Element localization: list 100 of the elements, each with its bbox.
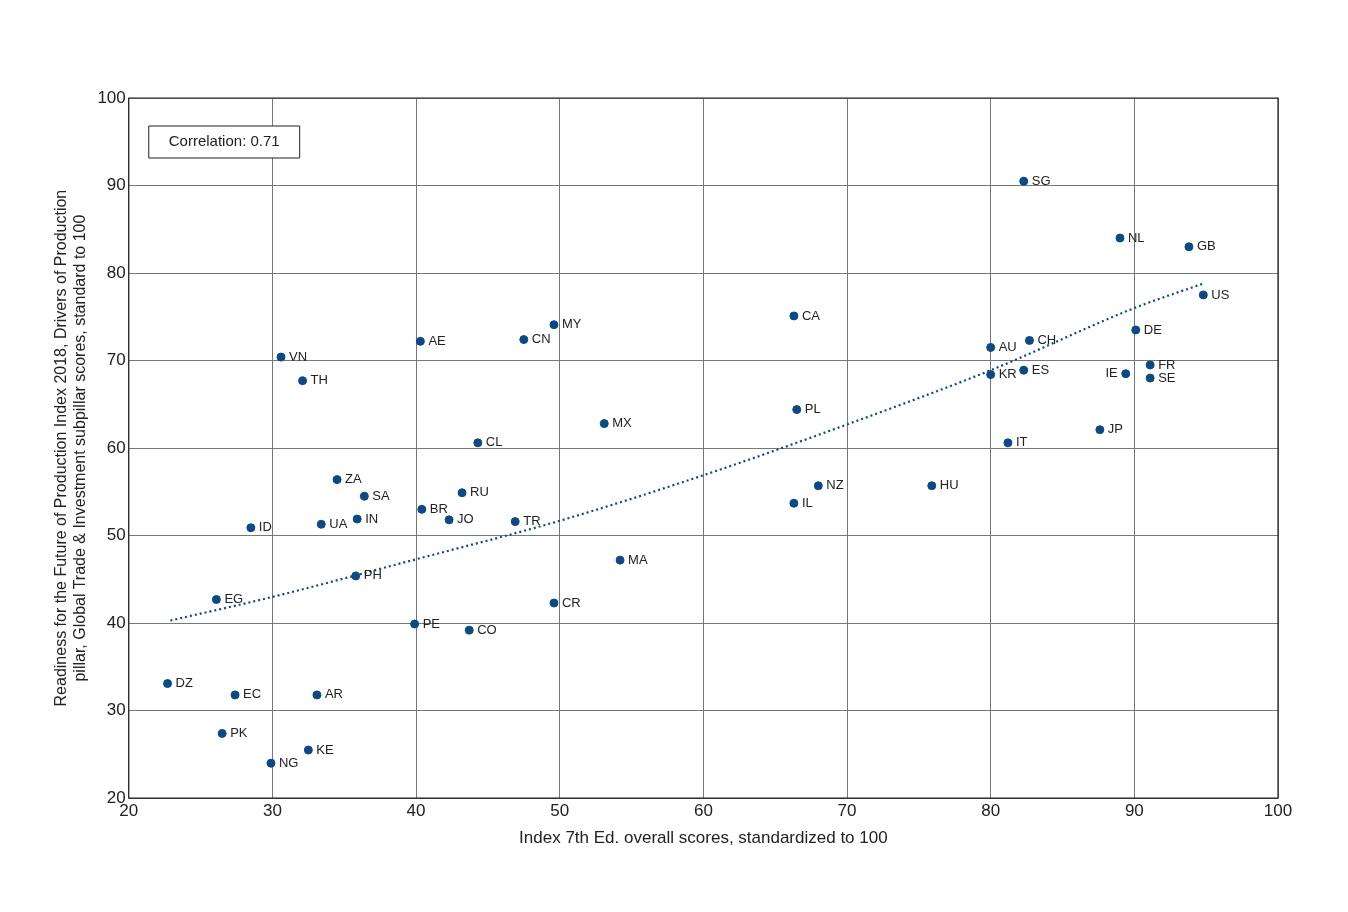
annotation: EC bbox=[243, 686, 262, 702]
annotation: ES bbox=[1031, 361, 1050, 377]
annotation: CL bbox=[485, 434, 503, 450]
annotation: ID bbox=[258, 519, 272, 535]
annotation: VN bbox=[289, 348, 308, 364]
point bbox=[266, 758, 276, 768]
annotation: SG bbox=[1031, 172, 1051, 188]
point bbox=[351, 571, 361, 581]
point bbox=[276, 352, 286, 362]
annotation: TR bbox=[523, 513, 541, 529]
annotation: GB bbox=[1196, 238, 1216, 254]
point bbox=[1019, 176, 1029, 186]
annotation: KR bbox=[998, 366, 1017, 382]
point bbox=[1115, 233, 1125, 243]
point bbox=[599, 419, 609, 429]
point bbox=[1095, 425, 1105, 435]
annotation: IL bbox=[801, 494, 813, 510]
point bbox=[1184, 242, 1194, 252]
point bbox=[549, 598, 559, 608]
point bbox=[312, 690, 322, 700]
annotation: RU bbox=[470, 484, 489, 500]
point bbox=[789, 498, 799, 508]
point bbox=[1003, 438, 1013, 448]
x-axis-title: Index 7th Ed. overall scores, standardized to 100 bbox=[519, 828, 888, 848]
point bbox=[473, 438, 483, 448]
annotation: TH bbox=[310, 372, 328, 388]
point bbox=[986, 342, 996, 352]
x-tick-label: 60 bbox=[693, 801, 713, 821]
point bbox=[813, 481, 823, 491]
annotation: MX bbox=[612, 415, 633, 431]
point bbox=[1121, 369, 1131, 379]
point bbox=[986, 370, 996, 380]
annotation: IT bbox=[1015, 434, 1028, 450]
annotation: Correlation: 0.71 bbox=[168, 132, 280, 150]
y-tick-label: 100 bbox=[97, 87, 126, 107]
y-tick-label: 60 bbox=[106, 437, 126, 457]
point bbox=[410, 619, 420, 629]
annotation: BR bbox=[429, 500, 448, 516]
annotation: MA bbox=[628, 551, 648, 567]
annotation: PH bbox=[363, 567, 382, 583]
annotation: EG bbox=[224, 591, 244, 607]
point bbox=[1198, 290, 1208, 300]
y-tick-label: 40 bbox=[106, 612, 126, 632]
annotation: CA bbox=[801, 307, 821, 323]
annotation: CN bbox=[531, 331, 551, 347]
point bbox=[316, 519, 326, 529]
point bbox=[789, 311, 799, 321]
y-tick-label: 80 bbox=[106, 262, 126, 282]
point bbox=[1131, 325, 1141, 335]
x-tick-label: 100 bbox=[1263, 801, 1293, 821]
point bbox=[457, 488, 467, 498]
point bbox=[1024, 335, 1034, 345]
y-tick-label: 50 bbox=[106, 525, 126, 545]
annotation: CH bbox=[1037, 332, 1057, 348]
x-tick-label: 50 bbox=[550, 801, 570, 821]
x-tick-label: 30 bbox=[262, 801, 282, 821]
point bbox=[549, 320, 559, 330]
point bbox=[359, 491, 369, 501]
annotation: IN bbox=[365, 510, 379, 526]
point bbox=[510, 517, 520, 527]
x-tick-label: 40 bbox=[406, 801, 426, 821]
point bbox=[444, 515, 454, 525]
annotation: DZ bbox=[175, 675, 193, 691]
annotation: CO bbox=[477, 621, 497, 637]
point bbox=[792, 405, 802, 415]
annotation: KE bbox=[316, 741, 334, 757]
annotation: SA bbox=[372, 487, 391, 503]
point bbox=[246, 523, 256, 533]
point bbox=[1145, 373, 1155, 383]
point bbox=[927, 481, 937, 491]
point bbox=[615, 555, 625, 565]
point bbox=[415, 336, 425, 346]
point bbox=[417, 504, 427, 514]
annotation: AU bbox=[998, 339, 1017, 355]
point bbox=[464, 625, 474, 635]
annotation: MY bbox=[561, 316, 582, 332]
annotation: PK bbox=[230, 725, 248, 741]
y-tick-label: 30 bbox=[106, 700, 126, 720]
annotation: NZ bbox=[826, 477, 844, 493]
point bbox=[352, 514, 362, 524]
point bbox=[163, 679, 173, 689]
x-tick-label: 70 bbox=[837, 801, 857, 821]
point bbox=[332, 475, 342, 485]
annotation: AE bbox=[428, 332, 447, 348]
annotation: CR bbox=[561, 594, 581, 610]
annotation: US bbox=[1211, 286, 1230, 302]
annotation: IE bbox=[1105, 365, 1119, 381]
annotation: HU bbox=[939, 477, 959, 493]
point bbox=[217, 728, 227, 738]
point bbox=[298, 376, 308, 386]
y-axis-title: Readiness for the Future of Production Index 2018, Drivers of Production pillar, Global Trade & Investment subpillar scores, standard to 100 bbox=[52, 189, 89, 707]
point bbox=[303, 745, 313, 755]
annotation: ZA bbox=[345, 471, 362, 487]
point bbox=[519, 335, 529, 345]
annotation: JP bbox=[1107, 421, 1124, 437]
y-tick-label: 90 bbox=[106, 175, 126, 195]
annotation: DE bbox=[1143, 321, 1163, 337]
annotation: SE bbox=[1158, 369, 1176, 385]
annotation: NG bbox=[278, 754, 299, 770]
point bbox=[230, 690, 240, 700]
